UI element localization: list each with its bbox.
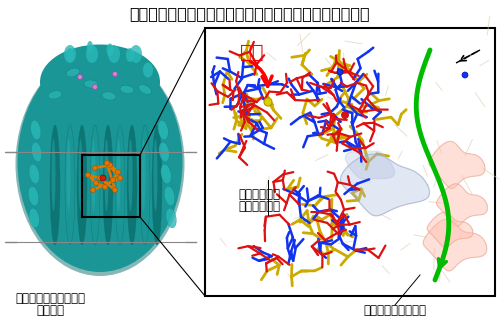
Polygon shape	[429, 141, 485, 189]
Circle shape	[112, 187, 117, 192]
Ellipse shape	[29, 164, 40, 184]
Circle shape	[100, 175, 106, 181]
Circle shape	[118, 175, 122, 181]
Circle shape	[462, 72, 468, 78]
Ellipse shape	[103, 125, 113, 245]
Ellipse shape	[16, 52, 184, 276]
Ellipse shape	[92, 139, 96, 211]
Circle shape	[116, 170, 120, 174]
Ellipse shape	[138, 85, 151, 94]
Ellipse shape	[66, 139, 70, 211]
Ellipse shape	[102, 92, 116, 100]
Ellipse shape	[52, 139, 56, 211]
Circle shape	[342, 111, 348, 118]
Ellipse shape	[106, 43, 114, 56]
Ellipse shape	[127, 125, 137, 245]
Ellipse shape	[120, 85, 134, 94]
Circle shape	[98, 175, 102, 181]
Ellipse shape	[28, 186, 38, 206]
Circle shape	[108, 162, 112, 168]
Text: チトクロム酸化酵素がエネルギーを取り出すための構造: チトクロム酸化酵素がエネルギーを取り出すための構造	[130, 7, 370, 22]
Ellipse shape	[108, 45, 120, 63]
Text: 全体構造: 全体構造	[36, 304, 64, 318]
Ellipse shape	[40, 45, 160, 120]
Ellipse shape	[143, 63, 153, 78]
Ellipse shape	[128, 139, 132, 211]
Ellipse shape	[66, 68, 80, 77]
Text: 酸素: 酸素	[240, 42, 264, 62]
Ellipse shape	[158, 120, 168, 140]
Text: 取り出す場所: 取り出す場所	[238, 200, 280, 214]
Circle shape	[92, 84, 98, 90]
Ellipse shape	[159, 142, 170, 162]
Ellipse shape	[104, 139, 108, 211]
Polygon shape	[436, 184, 488, 226]
Ellipse shape	[115, 125, 125, 245]
Circle shape	[104, 160, 110, 166]
Circle shape	[90, 187, 96, 192]
Circle shape	[78, 75, 82, 80]
Polygon shape	[340, 154, 430, 216]
Text: エネルギーを: エネルギーを	[238, 188, 280, 201]
Ellipse shape	[130, 45, 142, 63]
Ellipse shape	[140, 125, 150, 245]
Ellipse shape	[87, 41, 93, 53]
Bar	[82, 155, 140, 217]
Ellipse shape	[164, 186, 175, 206]
Circle shape	[264, 98, 272, 106]
Ellipse shape	[161, 164, 171, 184]
Ellipse shape	[30, 120, 41, 140]
Ellipse shape	[48, 91, 62, 99]
Circle shape	[94, 181, 98, 185]
Ellipse shape	[142, 139, 146, 211]
Circle shape	[112, 71, 117, 77]
Bar	[205, 28, 495, 296]
Circle shape	[86, 172, 90, 177]
Polygon shape	[346, 151, 395, 179]
Circle shape	[92, 166, 98, 170]
Ellipse shape	[90, 125, 100, 245]
Ellipse shape	[166, 208, 176, 228]
Circle shape	[110, 177, 116, 183]
Ellipse shape	[66, 48, 74, 62]
Circle shape	[102, 185, 108, 189]
Circle shape	[337, 69, 343, 75]
Ellipse shape	[116, 139, 120, 211]
Text: エネルギー輸送経路: エネルギー輸送経路	[364, 304, 426, 317]
Text: チトクロム酸化酵素の: チトクロム酸化酵素の	[15, 291, 85, 304]
Ellipse shape	[65, 125, 75, 245]
Ellipse shape	[32, 142, 42, 162]
Ellipse shape	[84, 80, 98, 88]
Ellipse shape	[18, 52, 182, 272]
Ellipse shape	[86, 45, 98, 63]
Ellipse shape	[154, 139, 158, 211]
Ellipse shape	[152, 125, 162, 245]
Polygon shape	[427, 212, 473, 248]
Ellipse shape	[77, 125, 87, 245]
Ellipse shape	[64, 45, 76, 63]
Ellipse shape	[50, 125, 60, 245]
Ellipse shape	[29, 208, 40, 228]
Ellipse shape	[126, 48, 134, 62]
Ellipse shape	[78, 139, 82, 211]
Polygon shape	[423, 219, 487, 271]
